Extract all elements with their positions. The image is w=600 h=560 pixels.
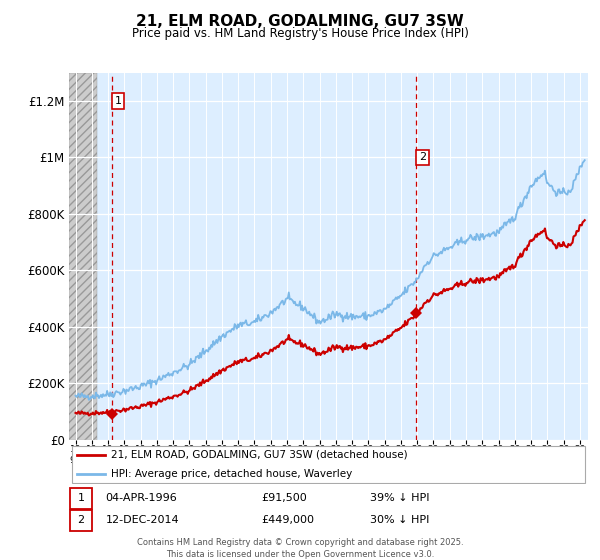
Text: 21, ELM ROAD, GODALMING, GU7 3SW: 21, ELM ROAD, GODALMING, GU7 3SW (136, 14, 464, 29)
Text: 04-APR-1996: 04-APR-1996 (106, 493, 177, 503)
Text: 1: 1 (77, 493, 85, 503)
Text: HPI: Average price, detached house, Waverley: HPI: Average price, detached house, Wave… (110, 469, 352, 478)
Bar (97, 73, 588, 440)
Text: 39% ↓ HPI: 39% ↓ HPI (370, 493, 430, 503)
Text: Contains HM Land Registry data © Crown copyright and database right 2025.
This d: Contains HM Land Registry data © Crown c… (137, 538, 463, 559)
Text: 12-DEC-2014: 12-DEC-2014 (106, 515, 179, 525)
Text: 1: 1 (115, 96, 122, 106)
FancyBboxPatch shape (70, 488, 92, 509)
FancyBboxPatch shape (70, 510, 92, 531)
Text: £91,500: £91,500 (261, 493, 307, 503)
Text: 2: 2 (77, 515, 85, 525)
Bar (69, 73, 97, 440)
Text: £449,000: £449,000 (261, 515, 314, 525)
Text: Price paid vs. HM Land Registry's House Price Index (HPI): Price paid vs. HM Land Registry's House … (131, 27, 469, 40)
Text: 2: 2 (419, 152, 426, 162)
FancyBboxPatch shape (71, 446, 586, 483)
Text: 30% ↓ HPI: 30% ↓ HPI (370, 515, 430, 525)
Text: 21, ELM ROAD, GODALMING, GU7 3SW (detached house): 21, ELM ROAD, GODALMING, GU7 3SW (detach… (110, 450, 407, 460)
